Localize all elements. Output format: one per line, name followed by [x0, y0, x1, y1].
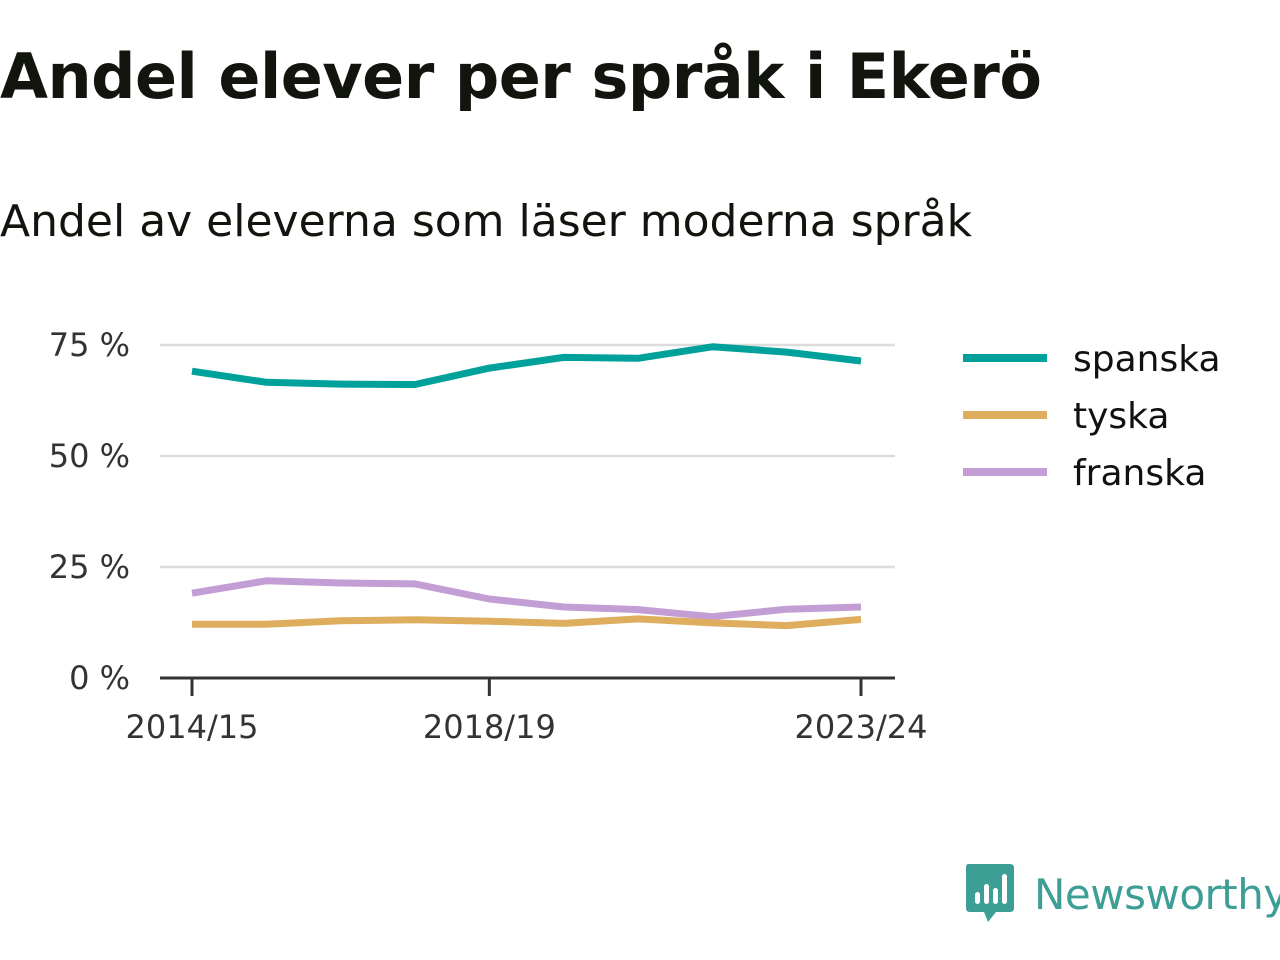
newsworthy-logo-icon — [966, 864, 1014, 922]
grid-lines — [160, 343, 895, 569]
axes: 0 % 25 % 50 % 75 % 2014/15 2018/19 2023/24 — [49, 326, 928, 746]
legend-label-franska: franska — [1073, 453, 1206, 494]
series-line-spanska — [191, 343, 862, 388]
brand: Newsworthy — [964, 862, 1280, 926]
brand-name: Newsworthy — [1034, 869, 1280, 919]
y-tick-label: 75 % — [49, 326, 130, 364]
x-tick-label: 2023/24 — [795, 708, 928, 746]
chart-title: Andel elever per språk i Ekerö — [0, 40, 1042, 113]
series-line-tyska — [192, 615, 862, 630]
chart-subtitle: Andel av eleverna som läser moderna språ… — [0, 196, 973, 247]
legend: spanska tyska franska — [963, 339, 1221, 494]
legend-label-tyska: tyska — [1073, 396, 1169, 437]
x-tick-label: 2018/19 — [423, 708, 556, 746]
series-lines — [191, 343, 862, 630]
x-tick-label: 2014/15 — [126, 708, 259, 746]
y-tick-label: 0 % — [69, 659, 130, 697]
legend-label-spanska: spanska — [1073, 339, 1221, 380]
series-line-franska — [191, 577, 862, 621]
y-tick-label: 50 % — [49, 437, 130, 475]
y-tick-label: 25 % — [49, 548, 130, 586]
